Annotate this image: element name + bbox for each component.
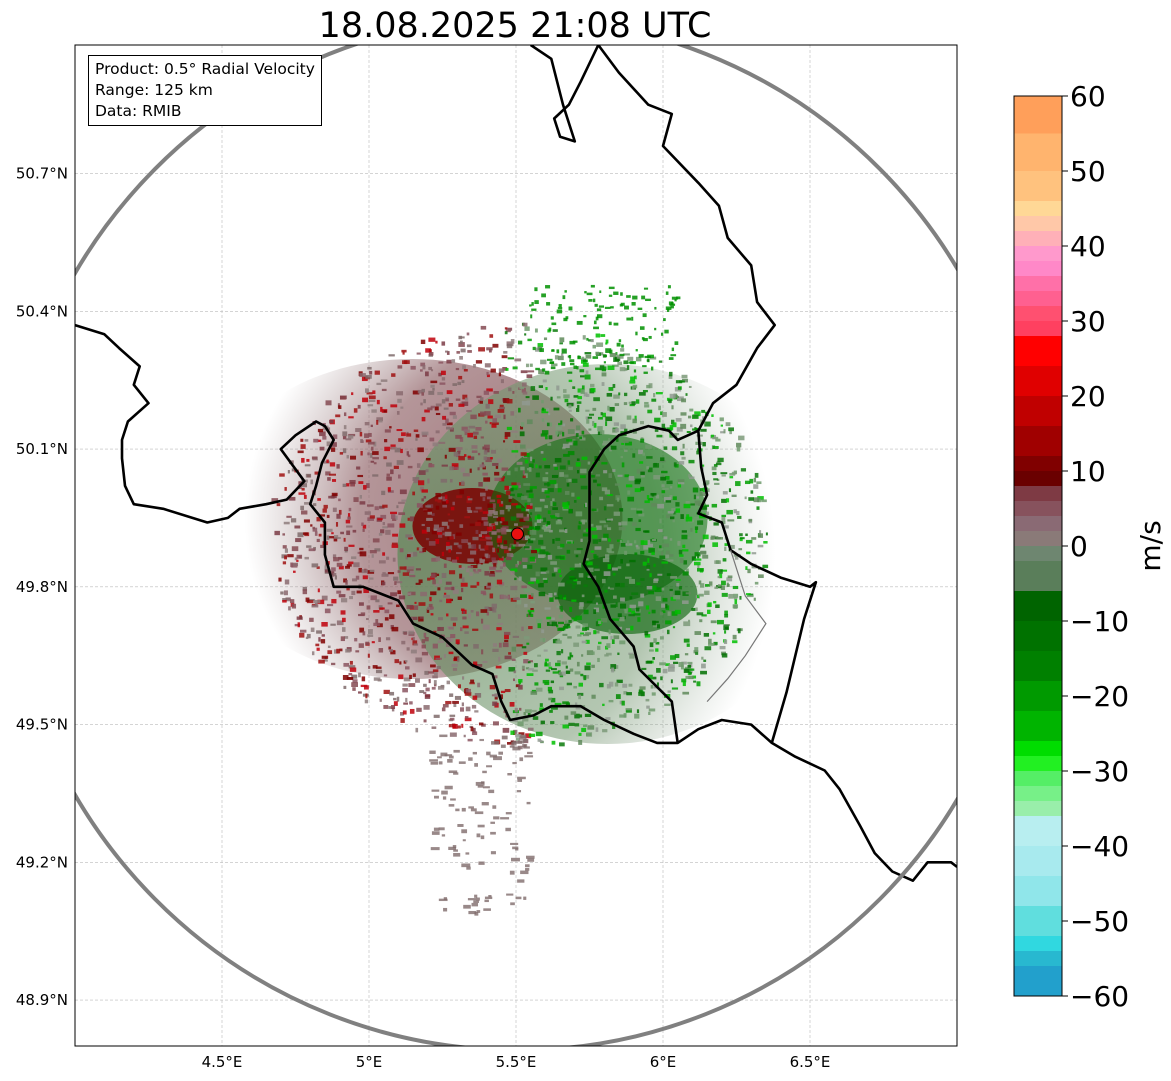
colorbar-tick-label: 20 bbox=[1070, 380, 1106, 413]
border-line bbox=[529, 45, 600, 143]
info-product: Product: 0.5° Radial Velocity bbox=[95, 60, 315, 78]
country-borders bbox=[75, 45, 957, 882]
colorbar-band bbox=[1014, 531, 1062, 547]
colorbar-tick-label: 60 bbox=[1070, 80, 1106, 113]
colorbar-tick-label: 40 bbox=[1070, 230, 1106, 263]
colorbar-band bbox=[1014, 951, 1062, 967]
radar-echoes bbox=[202, 284, 818, 916]
colorbar-band bbox=[1014, 276, 1062, 292]
colorbar-band bbox=[1014, 756, 1062, 772]
colorbar-band bbox=[1014, 741, 1062, 757]
colorbar-band bbox=[1014, 426, 1062, 457]
lon-tick-label: 4.5°E bbox=[202, 1053, 243, 1071]
colorbar-band bbox=[1014, 171, 1062, 202]
colorbar-band bbox=[1014, 486, 1062, 502]
lat-tick-label: 49.5°N bbox=[16, 716, 68, 734]
colorbar-band bbox=[1014, 816, 1062, 847]
lat-tick-label: 48.9°N bbox=[16, 991, 68, 1009]
lat-tick-label: 50.7°N bbox=[16, 165, 68, 183]
colorbar-band bbox=[1014, 133, 1062, 172]
colorbar-band bbox=[1014, 546, 1062, 562]
lat-tick-label: 49.8°N bbox=[16, 578, 68, 596]
colorbar-band bbox=[1014, 846, 1062, 877]
colorbar-bands bbox=[1014, 96, 1062, 997]
lon-tick-label: 5°E bbox=[356, 1053, 383, 1071]
colorbar-band bbox=[1014, 906, 1062, 937]
colorbar-band bbox=[1014, 711, 1062, 742]
lat-tick-label: 50.4°N bbox=[16, 302, 68, 320]
colorbar-band bbox=[1014, 291, 1062, 307]
colorbar-tick-label: 30 bbox=[1070, 305, 1106, 338]
colorbar-band bbox=[1014, 966, 1062, 997]
colorbar-tick-label: −50 bbox=[1070, 905, 1129, 938]
colorbar-band bbox=[1014, 231, 1062, 247]
colorbar-band bbox=[1014, 366, 1062, 397]
colorbar-tick-label: 10 bbox=[1070, 455, 1106, 488]
lat-tick-label: 49.2°N bbox=[16, 853, 68, 871]
radar-site-marker[interactable] bbox=[510, 527, 524, 541]
colorbar-band bbox=[1014, 561, 1062, 592]
map-frame bbox=[74, 44, 958, 1047]
colorbar-band bbox=[1014, 216, 1062, 232]
info-box: Product: 0.5° Radial Velocity Range: 125… bbox=[88, 55, 322, 126]
region-border-line bbox=[706, 549, 767, 703]
colorbar-band bbox=[1014, 516, 1062, 532]
colorbar-band bbox=[1014, 786, 1062, 802]
colorbar-band bbox=[1014, 261, 1062, 277]
info-data: Data: RMIB bbox=[95, 102, 182, 120]
lon-tick-label: 6.5°E bbox=[790, 1053, 831, 1071]
colorbar-band bbox=[1014, 651, 1062, 682]
lon-tick-label: 6°E bbox=[650, 1053, 677, 1071]
colorbar-tick-label: −30 bbox=[1070, 755, 1129, 788]
longitude-ticks: 4.5°E 5°E 5.5°E 6°E 6.5°E bbox=[202, 1053, 831, 1071]
colorbar-band bbox=[1014, 471, 1062, 487]
info-range: Range: 125 km bbox=[95, 81, 213, 99]
colorbar-tick-label: −40 bbox=[1070, 830, 1129, 863]
border-line bbox=[597, 45, 776, 432]
colorbar-label: m/s bbox=[1134, 520, 1167, 571]
colorbar-band bbox=[1014, 876, 1062, 907]
latitude-ticks: 48.9°N 49.2°N 49.5°N 49.8°N 50.1°N 50.4°N 50.7… bbox=[16, 165, 68, 1010]
colorbar-band bbox=[1014, 306, 1062, 322]
colorbar-band bbox=[1014, 801, 1062, 817]
colorbar-band bbox=[1014, 771, 1062, 787]
colorbar-band bbox=[1014, 621, 1062, 652]
colorbar-band bbox=[1014, 201, 1062, 217]
colorbar-tick-label: −10 bbox=[1070, 605, 1129, 638]
lon-tick-label: 5.5°E bbox=[496, 1053, 537, 1071]
colorbar-band bbox=[1014, 936, 1062, 952]
colorbar-tick-label: −60 bbox=[1070, 980, 1129, 1013]
colorbar-band bbox=[1014, 96, 1062, 134]
colorbar-band bbox=[1014, 681, 1062, 712]
colorbar-band bbox=[1014, 246, 1062, 262]
colorbar-tick-label: 50 bbox=[1070, 155, 1106, 188]
colorbar-band bbox=[1014, 396, 1062, 427]
colorbar-band bbox=[1014, 336, 1062, 367]
border-line bbox=[582, 424, 818, 744]
colorbar-ticks: 60 50 40 30 20 10 0 −10 −20 −30 −40 −50 −60 bbox=[1062, 80, 1129, 1013]
colorbar-band bbox=[1014, 456, 1062, 472]
colorbar-band bbox=[1014, 591, 1062, 622]
colorbar-tick-label: 0 bbox=[1070, 530, 1088, 563]
map-title: 18.08.2025 21:08 UTC bbox=[318, 6, 712, 46]
colorbar-tick-label: −20 bbox=[1070, 680, 1129, 713]
colorbar-band bbox=[1014, 321, 1062, 337]
border-line bbox=[75, 323, 957, 882]
colorbar-band bbox=[1014, 501, 1062, 517]
lat-tick-label: 50.1°N bbox=[16, 440, 68, 458]
